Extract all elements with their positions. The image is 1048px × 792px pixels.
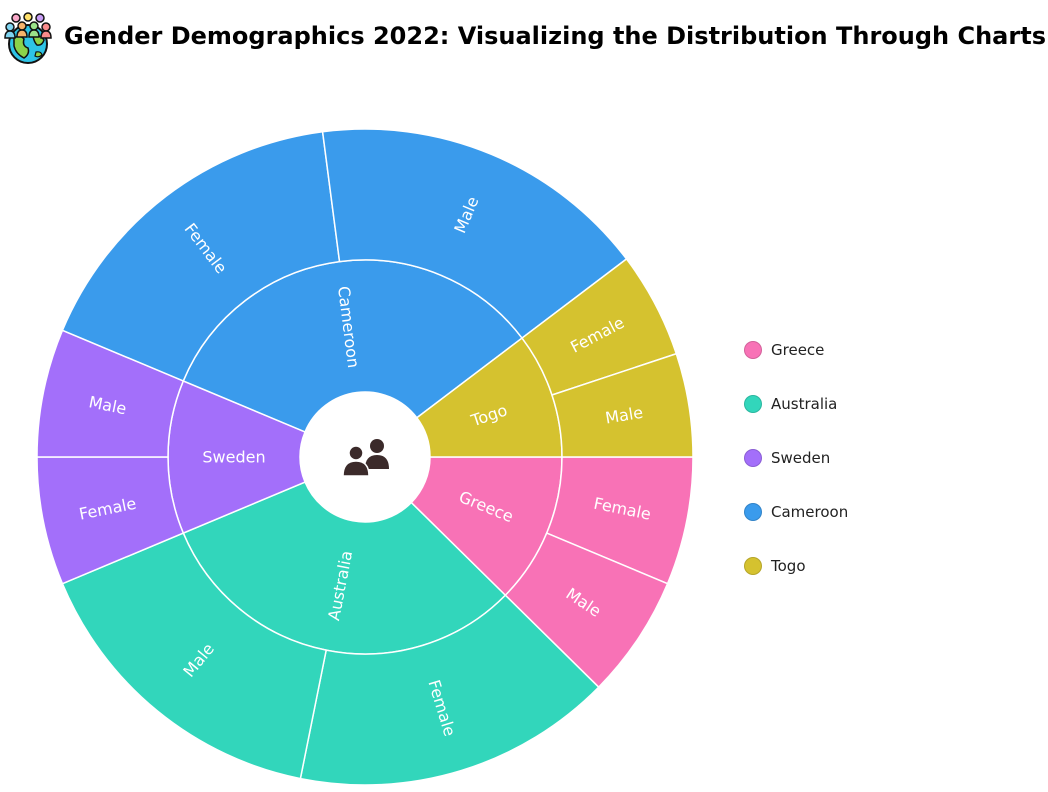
world-population-icon: [4, 12, 52, 64]
legend-label: Cameroon: [771, 503, 849, 521]
people-icon: [342, 439, 389, 477]
legend-label: Sweden: [771, 449, 831, 467]
legend-item-togo[interactable]: Togo: [744, 554, 848, 578]
legend-swatch: [744, 395, 762, 413]
label-sweden: Sweden: [202, 448, 265, 467]
legend-label: Greece: [771, 341, 825, 359]
legend-item-greece[interactable]: Greece: [744, 338, 848, 362]
segment-australia-male[interactable]: [61, 532, 328, 780]
center-circle: [300, 392, 430, 522]
chart-title: Gender Demographics 2022: Visualizing th…: [64, 22, 1046, 50]
chart-header: Gender Demographics 2022: Visualizing th…: [0, 8, 1046, 64]
legend-item-sweden[interactable]: Sweden: [744, 446, 848, 470]
legend-swatch: [744, 557, 762, 575]
legend-swatch: [744, 503, 762, 521]
legend-item-cameroon[interactable]: Cameroon: [744, 500, 848, 524]
segment-australia-female[interactable]: [299, 594, 600, 786]
segment-togo-male[interactable]: [551, 352, 694, 458]
legend-swatch: [744, 341, 762, 359]
chart-legend: Greece Australia Sweden Cameroon Togo: [744, 338, 848, 608]
segment-cameroon-male[interactable]: [321, 128, 628, 340]
legend-item-australia[interactable]: Australia: [744, 392, 848, 416]
legend-label: Togo: [771, 557, 806, 575]
center-hole: [300, 392, 430, 522]
segment-cameroon-female[interactable]: [61, 130, 341, 382]
legend-label: Australia: [771, 395, 838, 413]
sunburst-segments: [36, 128, 694, 786]
legend-swatch: [744, 449, 762, 467]
